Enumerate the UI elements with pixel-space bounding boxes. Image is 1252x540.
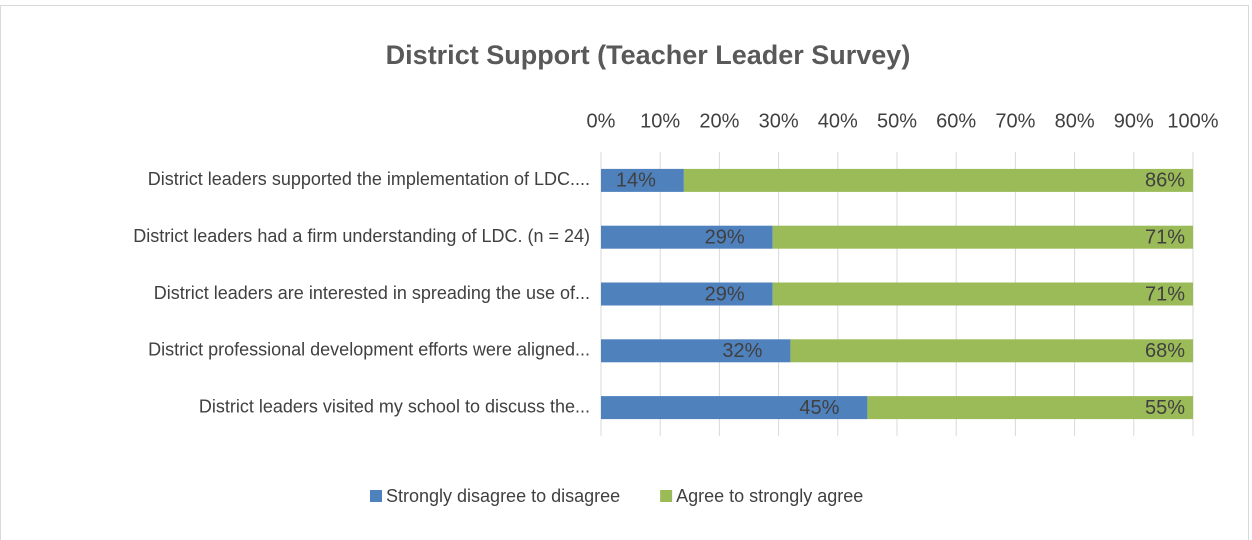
data-label: 29% — [705, 226, 745, 248]
legend-label: Agree to strongly agree — [676, 486, 863, 506]
data-label: 68% — [1145, 340, 1185, 362]
data-label: 71% — [1145, 283, 1185, 305]
y-tick-label: District leaders had a firm understandin… — [133, 226, 590, 246]
bar-segment — [683, 168, 1193, 192]
x-tick-label: 40% — [818, 110, 858, 132]
x-tick-label: 100% — [1167, 110, 1218, 132]
x-tick-label: 50% — [877, 110, 917, 132]
chart-title: District Support (Teacher Leader Survey) — [386, 40, 911, 70]
y-tick-label: District leaders visited my school to di… — [199, 396, 590, 416]
x-tick-label: 70% — [995, 110, 1035, 132]
legend-label: Strongly disagree to disagree — [386, 486, 620, 506]
x-tick-label: 60% — [936, 110, 976, 132]
bar-segment — [601, 168, 684, 192]
data-label: 14% — [616, 170, 656, 192]
legend-swatch — [660, 490, 673, 502]
legend-swatch — [370, 490, 382, 502]
bar-segment — [601, 339, 791, 363]
y-tick-label: District professional development effort… — [148, 340, 590, 360]
data-label: 55% — [1145, 397, 1185, 419]
x-tick-label: 90% — [1114, 110, 1154, 132]
bar-segment — [772, 282, 1193, 306]
chart-frame — [0, 5, 1249, 540]
x-tick-label: 80% — [1055, 110, 1095, 132]
data-label: 29% — [705, 283, 745, 305]
y-tick-label: District leaders are interested in sprea… — [154, 283, 590, 303]
data-label: 86% — [1145, 170, 1185, 192]
bar-segment — [790, 339, 1193, 363]
x-tick-label: 30% — [759, 110, 799, 132]
bar-segment — [772, 225, 1193, 249]
bar-segment — [601, 225, 773, 249]
data-label: 45% — [799, 397, 839, 419]
bar-segment — [601, 282, 773, 306]
x-tick-label: 0% — [587, 110, 616, 132]
data-label: 32% — [722, 340, 762, 362]
x-tick-label: 20% — [699, 110, 739, 132]
bar-segment — [867, 396, 1193, 420]
data-label: 71% — [1145, 226, 1185, 248]
bar-segment — [601, 396, 868, 420]
x-tick-label: 10% — [640, 110, 680, 132]
y-tick-label: District leaders supported the implement… — [148, 169, 590, 189]
